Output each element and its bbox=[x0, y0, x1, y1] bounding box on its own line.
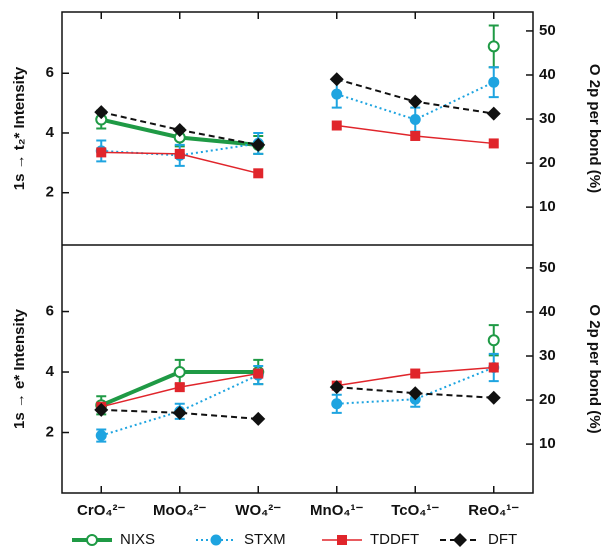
x-tick-label: ReO₄¹⁻ bbox=[468, 502, 519, 519]
marker bbox=[174, 382, 185, 393]
marker bbox=[95, 430, 107, 442]
y2-tick-label: 20 bbox=[539, 154, 556, 171]
y2-tick-label: 30 bbox=[539, 347, 556, 364]
frame bbox=[61, 11, 534, 494]
marker bbox=[253, 368, 264, 379]
marker bbox=[253, 168, 264, 179]
x-tick-label: TcO₄¹⁻ bbox=[391, 502, 439, 519]
y2-tick-label: 50 bbox=[539, 259, 556, 276]
legend-label: STXM bbox=[244, 531, 286, 548]
marker bbox=[331, 398, 343, 410]
marker bbox=[409, 114, 421, 126]
x-tick-label: MnO₄¹⁻ bbox=[310, 502, 363, 519]
series-line bbox=[336, 81, 495, 121]
marker bbox=[488, 138, 499, 149]
y2-axis-label: O 2p per bond (%) bbox=[586, 304, 603, 433]
legend-label: NIXS bbox=[120, 531, 155, 548]
y-axis-label: 1s → t₂* Intensity bbox=[11, 66, 28, 190]
marker bbox=[486, 106, 501, 121]
y-tick-label: 2 bbox=[46, 184, 54, 201]
marker bbox=[96, 147, 107, 158]
y-tick-label: 4 bbox=[46, 124, 55, 141]
marker bbox=[251, 137, 266, 152]
y2-tick-label: 50 bbox=[539, 22, 556, 39]
marker bbox=[86, 534, 98, 546]
marker bbox=[487, 334, 500, 347]
x-tick-label: MoO₄²⁻ bbox=[153, 502, 206, 519]
y-tick-label: 6 bbox=[46, 303, 54, 320]
marker bbox=[173, 366, 186, 379]
y2-tick-label: 10 bbox=[539, 435, 556, 452]
marker bbox=[94, 105, 109, 120]
y2-tick-label: 40 bbox=[539, 303, 556, 320]
x-tick-label: WO₄²⁻ bbox=[235, 502, 281, 519]
marker bbox=[486, 390, 501, 405]
marker bbox=[487, 40, 500, 53]
marker bbox=[488, 362, 499, 373]
marker bbox=[331, 88, 343, 100]
marker bbox=[488, 76, 500, 88]
y2-tick-label: 40 bbox=[539, 66, 556, 83]
marker bbox=[172, 122, 187, 137]
marker bbox=[410, 368, 421, 379]
legend-label: DFT bbox=[488, 531, 517, 548]
series-line bbox=[336, 366, 495, 405]
marker bbox=[337, 535, 347, 545]
y-tick-label: 2 bbox=[46, 423, 54, 440]
x-tick-label: CrO₄²⁻ bbox=[77, 502, 125, 519]
marker bbox=[408, 386, 423, 401]
y2-tick-label: 20 bbox=[539, 391, 556, 408]
marker bbox=[251, 411, 266, 426]
marker bbox=[329, 380, 344, 395]
marker bbox=[94, 402, 109, 417]
y2-tick-label: 10 bbox=[539, 198, 556, 215]
series-line bbox=[101, 408, 259, 420]
y2-axis-label: O 2p per bond (%) bbox=[586, 64, 603, 193]
y2-tick-label: 30 bbox=[539, 110, 556, 127]
series-line bbox=[336, 386, 494, 399]
marker bbox=[408, 94, 423, 109]
marker bbox=[331, 120, 342, 131]
y-tick-label: 4 bbox=[46, 363, 55, 380]
marker bbox=[174, 148, 185, 159]
marker bbox=[329, 72, 344, 87]
legend-label: TDDFT bbox=[370, 531, 419, 548]
marker bbox=[453, 533, 467, 547]
marker bbox=[410, 130, 421, 141]
marker bbox=[210, 534, 222, 546]
y-axis-label: 1s → e* Intensity bbox=[11, 308, 28, 429]
marker bbox=[172, 405, 187, 420]
y-tick-label: 6 bbox=[46, 64, 54, 81]
